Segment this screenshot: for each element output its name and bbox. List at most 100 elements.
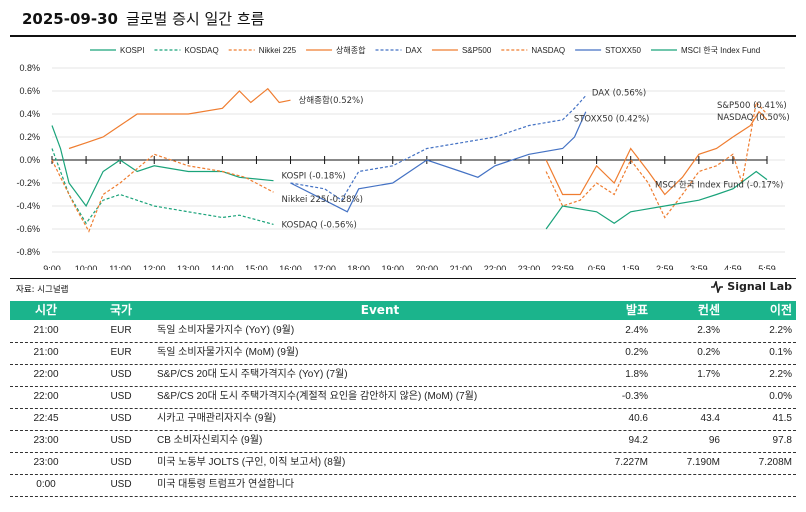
cell-currency: USD: [110, 457, 132, 468]
cell-currency: EUR: [110, 325, 132, 336]
cell-actual: 1.8%: [625, 369, 648, 380]
cell-previous: 2.2%: [769, 369, 792, 380]
table-row: 22:45 USD 시카고 구매관리자지수 (9월) 40.6 43.4 41.5: [10, 408, 796, 431]
cell-event: 독일 소비자물가지수 (YoY) (9월): [157, 325, 295, 336]
x-tick-label: 10:00: [75, 264, 98, 270]
x-tick-label: 19:00: [381, 264, 404, 270]
col-event: Event: [360, 303, 400, 317]
cell-currency: USD: [110, 391, 132, 402]
x-tick-label: 22:00: [484, 264, 507, 270]
legend-label: NASDAQ: [531, 46, 565, 55]
cell-time: 22:00: [33, 391, 59, 402]
x-tick-label: 12:00: [143, 264, 166, 270]
col-time: 시간: [34, 303, 58, 317]
x-tick-label: 20:00: [416, 264, 439, 270]
cell-actual: 94.2: [628, 435, 648, 446]
market-chart: 0.8% 0.6% 0.4% 0.2% 0.0% -0.2% -0.4% -0.6% -0.8%…: [16, 45, 790, 270]
col-previous: 이전: [769, 303, 792, 317]
cell-actual: 0.2%: [625, 347, 648, 358]
series-end-label: KOSPI (-0.18%): [281, 172, 345, 182]
series-end-label: 상해종합(0.52%): [299, 95, 364, 106]
x-tick-label: 11:00: [109, 264, 131, 270]
cell-currency: EUR: [110, 347, 132, 358]
x-tick-label: 17:00: [313, 264, 336, 270]
table-row: 23:00 USD CB 소비자신뢰지수 (9월) 94.2 96 97.8: [10, 430, 796, 453]
cell-time: 22:45: [33, 413, 59, 424]
col-consensus: 컨센: [697, 303, 720, 317]
cell-consensus: 2.3%: [697, 325, 720, 336]
cell-event: CB 소비자신뢰지수 (9월): [157, 435, 263, 446]
series-end-label: KOSDAQ (-0.56%): [281, 220, 356, 230]
x-tick-label: 18:00: [347, 264, 370, 270]
y-tick-label: 0.8%: [19, 63, 40, 73]
x-tick-label: 0:59: [588, 264, 606, 270]
x-tick-label: 16:00: [279, 264, 302, 270]
legend-label: Nikkei 225: [259, 46, 297, 55]
table-row: 23:00 USD 미국 노동부 JOLTS (구인, 이직 보고서) (8월) 7.…: [10, 452, 796, 475]
x-tick-label: 13:00: [177, 264, 200, 270]
legend-label: MSCI 한국 Index Fund: [681, 46, 760, 55]
series-end-label: STOXX50 (0.42%): [574, 115, 650, 125]
series-end-label: NASDAQ (0.50%): [717, 113, 790, 123]
cell-actual: -0.3%: [621, 391, 648, 402]
cell-event: S&P/CS 20대 도시 주택가격지수(계절적 요인을 감안하지 않은) (M…: [157, 391, 478, 402]
cell-consensus: 1.7%: [697, 369, 720, 380]
cell-previous: 7.208M: [758, 457, 792, 468]
x-tick-label: 5:59: [758, 264, 776, 270]
cell-actual: 40.6: [628, 413, 648, 424]
table-row: 0:00 USD 미국 대통령 트럼프가 연설합니다: [10, 474, 796, 497]
series-line-kosdaq: [51, 148, 274, 225]
y-tick-label: 0.4%: [19, 109, 40, 119]
table-row: 21:00 EUR 독일 소비자물가지수 (YoY) (9월) 2.4% 2.3% 2.2…: [10, 320, 796, 343]
title-text: 글로벌 증시 일간 흐름: [125, 10, 265, 28]
legend-label: STOXX50: [605, 46, 641, 55]
x-tick-label: 15:00: [245, 264, 268, 270]
cell-event: 시카고 구매관리자지수 (9월): [157, 413, 276, 424]
cell-time: 0:00: [36, 479, 56, 490]
series-line-kospi: [51, 125, 274, 208]
cell-previous: 0.1%: [769, 347, 792, 358]
cell-consensus: 7.190M: [686, 457, 720, 468]
cell-actual: 7.227M: [614, 457, 648, 468]
series-line-dax: [290, 95, 587, 202]
x-tick-label: 2:59: [656, 264, 674, 270]
page-title: 2025-09-30 글로벌 증시 일간 흐름: [22, 8, 264, 29]
series-end-label: S&P500 (0.41%): [717, 101, 787, 111]
cell-event: 미국 노동부 JOLTS (구인, 이직 보고서) (8월): [157, 457, 346, 468]
x-tick-label: 14:00: [211, 264, 234, 270]
series-line-s-p500: [545, 110, 768, 196]
brand-name: Signal Lab: [727, 280, 792, 293]
cell-previous: 41.5: [772, 413, 792, 424]
brand-logo: Signal Lab: [711, 280, 792, 293]
legend-label: KOSDAQ: [184, 46, 218, 55]
series-line-nasdaq: [545, 101, 768, 219]
cell-event: 독일 소비자물가지수 (MoM) (9월): [157, 347, 299, 358]
cell-consensus: 0.2%: [697, 347, 720, 358]
cell-currency: USD: [110, 369, 132, 380]
series-line-msci-index-fund: [545, 170, 768, 230]
cell-event: S&P/CS 20대 도시 주택가격지수 (YoY) (7월): [157, 369, 348, 380]
legend-label: KOSPI: [120, 46, 144, 55]
series-line-nikkei-225: [51, 153, 274, 233]
cell-currency: USD: [110, 435, 132, 446]
table-row: 22:00 USD S&P/CS 20대 도시 주택가격지수 (YoY) (7월) 1…: [10, 364, 796, 387]
table-row: 21:00 EUR 독일 소비자물가지수 (MoM) (9월) 0.2% 0.2% 0.1…: [10, 342, 796, 365]
series-end-label: DAX (0.56%): [592, 89, 646, 99]
x-tick-label: 4:59: [724, 264, 742, 270]
y-tick-label: -0.8%: [16, 247, 40, 257]
y-tick-label: 0.6%: [19, 86, 40, 96]
x-tick-label: 9:00: [43, 264, 61, 270]
source-note: 자료: 시그널랩: [16, 285, 69, 295]
series-end-label: Nikkei 225(-0.28%): [281, 195, 362, 205]
x-tick-label: 21:00: [450, 264, 473, 270]
cell-previous: 0.0%: [769, 391, 792, 402]
cell-actual: 2.4%: [625, 325, 648, 336]
cell-currency: USD: [110, 413, 132, 424]
legend-label: 상해종합: [336, 45, 366, 55]
table-row: 22:00 USD S&P/CS 20대 도시 주택가격지수(계절적 요인을 감안하…: [10, 386, 796, 409]
legend-label: DAX: [406, 46, 423, 55]
cell-consensus: 43.4: [700, 413, 720, 424]
x-tick-label: 23:00: [518, 264, 541, 270]
y-tick-label: -0.2%: [16, 178, 40, 188]
